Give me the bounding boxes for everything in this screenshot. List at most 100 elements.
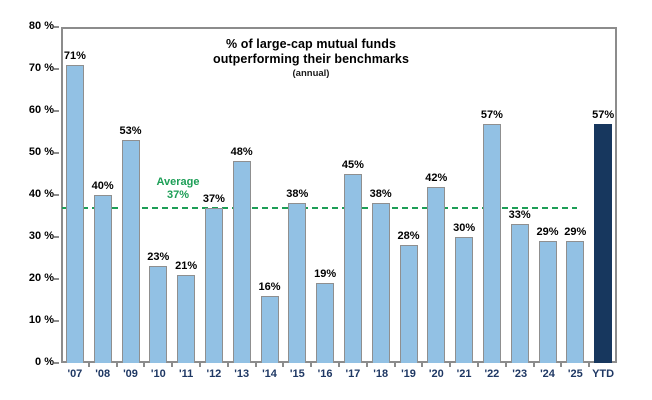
bar-08 xyxy=(93,195,112,363)
bar-value-label: 37% xyxy=(202,193,225,205)
x-axis-label: '21 xyxy=(456,368,472,380)
x-axis-label: '16 xyxy=(317,368,333,380)
x-axis-tick xyxy=(254,363,257,367)
bar-value-label: 53% xyxy=(119,125,142,137)
x-axis-label: '18 xyxy=(373,368,389,380)
bar-value-label: 38% xyxy=(286,188,309,200)
x-axis-label: '22 xyxy=(484,368,500,380)
x-axis-tick xyxy=(449,363,452,367)
y-axis-tick xyxy=(54,236,59,238)
bar-15 xyxy=(288,203,307,363)
bar-09 xyxy=(121,140,140,363)
x-axis-label: '20 xyxy=(428,368,444,380)
x-axis-tick xyxy=(393,363,396,367)
chart-title-line2: outperforming their benchmarks xyxy=(212,52,410,66)
x-axis-label: '23 xyxy=(512,368,528,380)
bar-value-label: 45% xyxy=(341,159,364,171)
x-axis-tick xyxy=(365,363,368,367)
bar-value-label: 23% xyxy=(147,251,170,263)
x-axis-tick xyxy=(115,363,118,367)
bar-value-label: 29% xyxy=(536,226,559,238)
x-axis-tick xyxy=(226,363,229,367)
bar-22 xyxy=(482,124,501,363)
bar-value-label: 30% xyxy=(453,222,476,234)
bar-23 xyxy=(510,224,529,363)
chart-title: % of large-cap mutual funds outperformin… xyxy=(171,37,451,80)
x-axis-tick xyxy=(421,363,424,367)
y-axis-label: 40 % xyxy=(28,188,54,200)
bar-value-label: 33% xyxy=(508,209,531,221)
x-axis-tick xyxy=(310,363,313,367)
y-axis-tick xyxy=(54,362,59,364)
y-axis-tick xyxy=(54,278,59,280)
x-axis-label: '07 xyxy=(67,368,83,380)
bar-24 xyxy=(538,241,557,363)
bar-value-label: 40% xyxy=(91,180,114,192)
bar-value-label: 57% xyxy=(592,109,615,121)
bar-07 xyxy=(65,65,84,363)
y-axis-label: 70 % xyxy=(28,62,54,74)
bar-17 xyxy=(343,174,362,363)
bar-value-label: 48% xyxy=(230,146,253,158)
y-axis-label: 20 % xyxy=(28,272,54,284)
x-axis-tick xyxy=(477,363,479,367)
y-axis-label: 0 % xyxy=(35,356,54,368)
bar-YTD xyxy=(594,124,613,363)
x-axis-tick xyxy=(560,363,563,367)
x-axis-label: '11 xyxy=(178,368,194,380)
x-axis-label: '13 xyxy=(234,368,250,380)
x-axis-tick xyxy=(338,363,340,367)
x-axis-label: '17 xyxy=(345,368,361,380)
x-axis-tick xyxy=(504,363,507,367)
x-axis-label: '19 xyxy=(401,368,416,380)
x-axis-tick xyxy=(171,363,174,367)
y-axis-label: 80 % xyxy=(28,20,54,32)
x-axis-tick xyxy=(199,363,201,367)
y-axis-label: 10 % xyxy=(28,314,54,326)
average-annotation: Average 37% xyxy=(149,176,207,202)
y-axis-tick xyxy=(54,110,59,112)
bar-19 xyxy=(399,245,418,363)
bar-value-label: 28% xyxy=(397,230,420,242)
y-axis-label: 30 % xyxy=(28,230,54,242)
x-axis-label: '08 xyxy=(95,368,111,380)
y-axis-tick xyxy=(54,152,59,154)
bar-18 xyxy=(371,203,390,363)
x-axis-tick xyxy=(532,363,535,367)
average-annotation-line1: Average xyxy=(156,176,200,188)
y-axis-tick xyxy=(54,194,59,196)
y-axis-label: 60 % xyxy=(28,104,54,116)
x-axis-tick xyxy=(282,363,285,367)
x-axis-label: '09 xyxy=(123,368,138,380)
x-axis-tick xyxy=(143,363,146,367)
bar-25 xyxy=(566,241,585,363)
bar-20 xyxy=(427,187,446,363)
y-axis-tick xyxy=(54,68,59,70)
y-axis-tick xyxy=(54,26,59,28)
bar-value-label: 21% xyxy=(175,260,198,272)
bar-value-label: 71% xyxy=(63,50,86,62)
bar-value-label: 38% xyxy=(369,188,392,200)
x-axis-label: '10 xyxy=(150,368,166,380)
bar-value-label: 57% xyxy=(480,109,503,121)
bar-value-label: 19% xyxy=(314,268,337,280)
x-axis-tick xyxy=(87,363,90,367)
bar-value-label: 29% xyxy=(564,226,587,238)
chart-title-line1: % of large-cap mutual funds xyxy=(225,37,397,51)
y-axis-tick xyxy=(54,320,59,322)
x-axis-tick xyxy=(588,363,591,367)
x-axis-label: '15 xyxy=(289,368,305,380)
bar-11 xyxy=(177,275,196,363)
x-axis-label: '25 xyxy=(567,368,583,380)
bar-value-label: 42% xyxy=(425,172,448,184)
bar-14 xyxy=(260,296,279,363)
bar-12 xyxy=(204,208,223,363)
x-axis-label: '14 xyxy=(262,368,277,380)
bar-10 xyxy=(149,266,168,363)
bar-13 xyxy=(232,161,251,363)
average-dashed-line xyxy=(62,206,577,209)
x-axis-label: '24 xyxy=(540,368,555,380)
x-axis-label: '12 xyxy=(206,368,222,380)
bar-value-label: 16% xyxy=(258,281,281,293)
